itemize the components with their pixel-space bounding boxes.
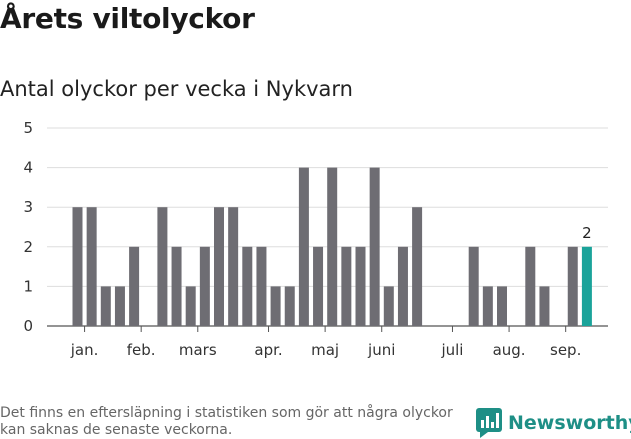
bars [72, 167, 592, 326]
bar [567, 246, 578, 326]
chart-title: Årets viltolyckor [0, 2, 255, 35]
bar [157, 207, 168, 326]
chart-subtitle: Antal olyckor per vecka i Nykvarn [0, 77, 353, 101]
y-tick-label: 5 [23, 119, 33, 137]
bar [539, 286, 550, 326]
x-tick-label: aug. [493, 341, 526, 359]
y-tick-label: 0 [23, 317, 33, 335]
bar [284, 286, 295, 326]
x-tick-label: jan. [70, 341, 99, 359]
bar [383, 286, 394, 326]
x-tick-label: juli [440, 341, 463, 359]
bar [256, 246, 267, 326]
footer-note: Det finns en eftersläpning i statistiken… [0, 405, 453, 438]
x-axis-ticks: jan. feb. mars apr. maj juni juli aug. sep. [70, 326, 581, 359]
bar [341, 246, 352, 326]
x-tick-label: mars [179, 341, 217, 359]
bar [242, 246, 253, 326]
bar [355, 246, 366, 326]
data-label: 2 [582, 224, 592, 242]
bar [199, 246, 210, 326]
data-labels: 2 [582, 224, 592, 242]
bar [298, 167, 309, 326]
bar [412, 207, 423, 326]
x-tick-label: maj [311, 341, 339, 359]
bar-chart: 0 1 2 3 4 5 jan. feb. mars apr. maj juni juli aug. se… [23, 119, 608, 359]
y-tick-label: 4 [23, 159, 33, 177]
x-tick-label: sep. [550, 341, 581, 359]
bar [525, 246, 536, 326]
y-axis-ticks: 0 1 2 3 4 5 [23, 119, 33, 335]
bar [171, 246, 182, 326]
x-tick-label: juni [367, 341, 395, 359]
bar [100, 286, 111, 326]
bar [468, 246, 479, 326]
bar-highlight [581, 246, 592, 326]
y-tick-label: 2 [23, 238, 33, 256]
bar [72, 207, 83, 326]
bar [369, 167, 380, 326]
brand-name: Newsworthy [508, 412, 631, 434]
bar [86, 207, 97, 326]
x-tick-label: feb. [127, 341, 156, 359]
x-tick-label: apr. [254, 341, 282, 359]
bar [313, 246, 324, 326]
newsworthy-logo: Newsworthy [476, 408, 631, 438]
bar [214, 207, 224, 326]
bar [114, 286, 125, 326]
y-tick-label: 3 [23, 198, 33, 216]
newsworthy-logo-icon [476, 408, 502, 438]
bar [185, 286, 196, 326]
bar [497, 286, 507, 326]
bar [228, 207, 239, 326]
y-tick-label: 1 [23, 277, 33, 295]
bar [270, 286, 281, 326]
bar [482, 286, 493, 326]
bar [129, 246, 140, 326]
bar [397, 246, 408, 326]
bar [327, 167, 338, 326]
